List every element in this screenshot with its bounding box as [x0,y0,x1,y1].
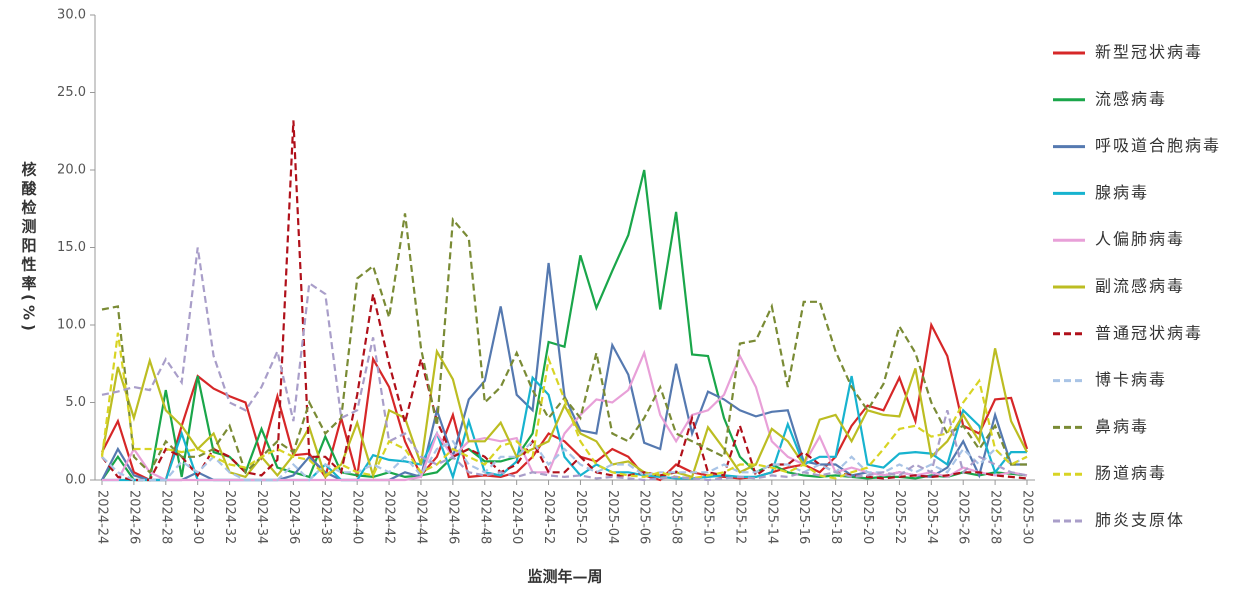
series-line [101,247,1028,482]
x-tick-label: 2024-46 [445,490,460,544]
legend-label: 肠道病毒 [1095,464,1167,483]
series-line [100,348,1028,480]
x-tick-label: 2025-06 [637,490,652,544]
legend-label: 博卡病毒 [1095,370,1167,389]
x-tick-label: 2025-04 [605,490,620,544]
series-line [101,262,1027,482]
series-line [101,321,1029,482]
y-tick-label: 30.0 [57,8,86,23]
x-tick-label: 2024-32 [222,490,237,544]
x-tick-label: 2024-38 [318,490,333,544]
x-tick-label: 2025-08 [669,490,684,544]
legend-label: 呼吸道合胞病毒 [1095,136,1221,155]
y-tick-label: 25.0 [57,85,86,100]
y-tick-label: 5.0 [65,395,86,410]
x-tick-label: 2025-28 [988,490,1003,544]
legend-label: 流感病毒 [1095,89,1167,108]
x-tick-label: 2024-34 [254,490,269,544]
x-tick-label: 2025-22 [892,490,907,544]
series-line [100,332,1028,480]
x-tick-label: 2025-26 [956,490,971,544]
y-tick-label: 20.0 [57,163,86,178]
x-tick-label: 2024-48 [477,490,492,544]
legend-label: 鼻病毒 [1095,417,1149,436]
x-tick-label: 2025-10 [701,490,716,544]
series-line [101,439,1028,482]
x-tick-label: 2024-50 [509,490,524,544]
x-tick-label: 2024-36 [286,490,301,544]
x-tick-label: 2025-24 [924,490,939,544]
x-tick-label: 2024-28 [158,490,173,544]
legend-label: 新型冠状病毒 [1095,43,1203,62]
x-tick-label: 2025-18 [828,490,843,544]
y-tick-label: 0.0 [65,473,86,488]
x-tick-label: 2025-30 [1020,490,1035,544]
y-tick-label: 15.0 [57,240,86,255]
legend-label: 普通冠状病毒 [1095,323,1203,342]
y-tick-label: 10.0 [57,318,86,333]
legend-label: 人偏肺病毒 [1095,230,1185,249]
x-tick-label: 2025-02 [573,490,588,544]
series-line [101,213,1027,475]
x-tick-label: 2025-20 [860,490,875,544]
legend-label: 肺炎支原体 [1095,511,1185,530]
x-tick-label: 2024-44 [413,490,428,544]
x-tick-label: 2024-42 [382,490,397,544]
legend-label: 副流感病毒 [1095,277,1185,296]
x-tick-label: 2024-40 [350,490,365,544]
x-tick-label: 2025-14 [764,490,779,544]
x-tick-label: 2024-24 [95,490,110,544]
x-tick-label: 2025-16 [796,490,811,544]
series-line [101,120,1028,482]
x-tick-label: 2024-52 [541,490,556,544]
legend-label: 腺病毒 [1095,183,1149,202]
x-tick-label: 2025-12 [732,490,747,544]
x-axis-title: 监测年—周 [527,568,602,586]
y-axis-title: 核酸检测阳性率(%) [20,160,38,335]
x-tick-label: 2024-26 [126,490,141,544]
x-tick-label: 2024-30 [190,490,205,544]
series-line [101,169,1028,482]
